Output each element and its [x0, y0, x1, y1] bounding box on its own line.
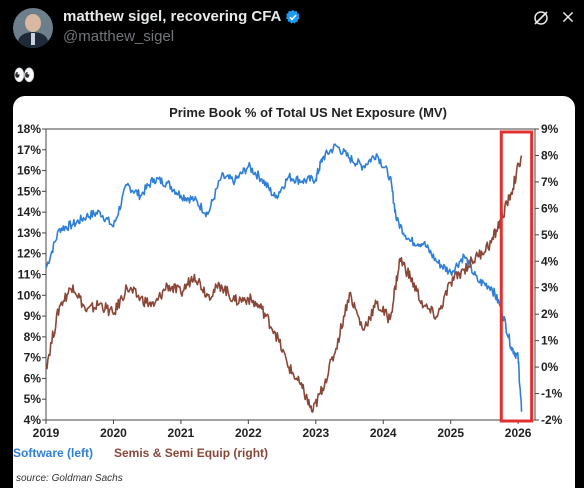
left-tick-label: 4% [24, 413, 42, 427]
right-tick-label: 9% [541, 122, 559, 136]
series-line-semis [45, 155, 523, 413]
right-tick-label: 1% [541, 334, 559, 348]
left-tick-label: 11% [18, 268, 42, 282]
chart-title: Prime Book % of Total US Net Exposure (M… [169, 105, 447, 120]
close-icon[interactable] [560, 9, 576, 25]
series-line-software [45, 143, 523, 412]
left-tick-label: 9% [24, 309, 42, 323]
left-tick-label: 15% [17, 184, 41, 198]
highlight-box [499, 130, 534, 423]
grok-icon[interactable] [532, 9, 550, 27]
x-tick-label: 2022 [235, 426, 262, 440]
left-tick-label: 18% [17, 122, 41, 136]
left-tick-label: 5% [24, 392, 42, 406]
source-note: source: Goldman Sachs [16, 473, 123, 484]
right-tick-label: 8% [541, 148, 559, 162]
left-tick-label: 14% [17, 205, 41, 219]
legend-item-semis: Semis & Semi Equip (right) [114, 446, 268, 460]
right-tick-label: 6% [541, 201, 559, 215]
verified-badge-icon [285, 10, 300, 24]
left-tick-label: 17% [17, 143, 41, 157]
right-tick-label: -2% [541, 413, 563, 427]
left-tick-label: 10% [17, 288, 41, 302]
left-tick-label: 16% [17, 164, 41, 178]
left-tick-label: 12% [17, 247, 41, 261]
x-tick-label: 2025 [437, 426, 464, 440]
tweet-media[interactable]: Prime Book % of Total US Net Exposure (M… [13, 96, 575, 488]
avatar[interactable] [13, 8, 53, 48]
display-name[interactable]: matthew sigel, recovering CFA [63, 8, 282, 25]
left-tick-label: 13% [17, 226, 41, 240]
x-tick-label: 2019 [33, 426, 60, 440]
right-tick-label: 7% [541, 175, 559, 189]
legend-item-software: Software (left) [13, 446, 93, 460]
tweet-text: 👀 [13, 65, 36, 85]
handle[interactable]: @matthew_sigel [63, 28, 175, 45]
x-tick-label: 2020 [100, 426, 127, 440]
left-tick-label: 8% [24, 330, 42, 344]
right-tick-label: 4% [541, 254, 559, 268]
left-tick-label: 7% [24, 351, 42, 365]
x-tick-label: 2024 [370, 426, 397, 440]
chart: Prime Book % of Total US Net Exposure (M… [13, 105, 563, 484]
right-tick-label: 3% [541, 281, 559, 295]
right-tick-label: -1% [541, 387, 563, 401]
right-tick-label: 0% [541, 360, 559, 374]
right-tick-label: 5% [541, 228, 559, 242]
right-tick-label: 2% [541, 307, 559, 321]
plot-frame [45, 128, 536, 421]
x-tick-label: 2021 [168, 426, 195, 440]
x-tick-label: 2026 [505, 426, 532, 440]
x-tick-label: 2023 [302, 426, 329, 440]
left-tick-label: 6% [24, 371, 42, 385]
